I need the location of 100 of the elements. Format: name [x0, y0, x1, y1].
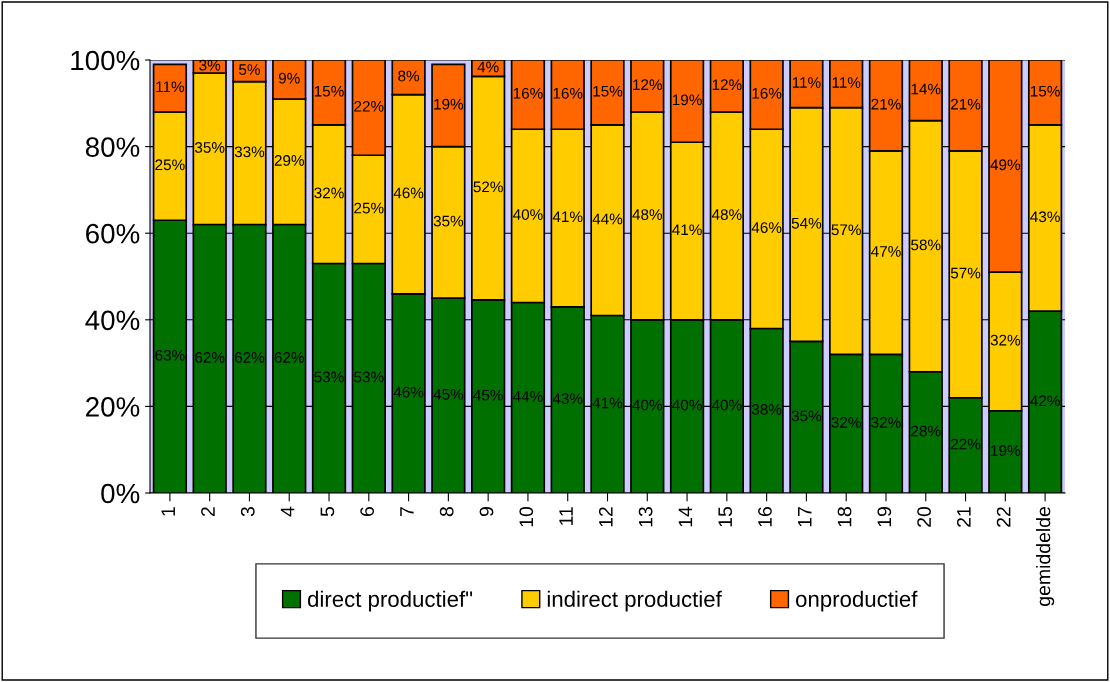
y-tick-label: 20%	[86, 397, 140, 417]
data-label: 28%	[911, 425, 941, 437]
x-tick-label: 12	[598, 507, 613, 527]
data-label: 35%	[791, 410, 822, 422]
x-tick-label: 19	[877, 507, 892, 527]
data-label: 40%	[711, 399, 742, 411]
data-label: 32%	[831, 417, 861, 428]
data-label: 15%	[593, 85, 623, 97]
data-label: 40%	[672, 399, 702, 411]
data-label: 47%	[871, 246, 901, 257]
data-label: 12%	[712, 79, 742, 91]
data-label: 11%	[832, 77, 861, 88]
data-label: 62%	[195, 352, 225, 363]
data-label: 38%	[751, 404, 782, 415]
data-label: 62%	[274, 352, 304, 363]
x-tick-label: 3	[240, 507, 255, 517]
data-label: 12%	[633, 79, 663, 91]
data-label: 40%	[513, 209, 543, 220]
data-label: 45%	[433, 388, 464, 400]
data-label: 9%	[278, 72, 300, 84]
x-tick-label: 7	[400, 507, 414, 517]
data-label: 44%	[592, 213, 623, 225]
x-tick-label: 13	[638, 507, 653, 527]
x-tick-label: 17	[798, 507, 812, 527]
x-tick-label: 20	[917, 506, 931, 527]
x-tick-label: gemiddelde	[1036, 507, 1055, 606]
y-tick-label: 0%	[101, 483, 140, 504]
data-label: 46%	[393, 187, 424, 199]
data-label: 16%	[553, 87, 583, 99]
data-label: 8%	[398, 70, 420, 82]
y-tick-label: 80%	[85, 137, 140, 157]
x-tick-label: 14	[678, 506, 693, 527]
data-label: 53%	[354, 371, 384, 383]
data-label: 46%	[751, 222, 782, 233]
data-label: 33%	[234, 146, 265, 158]
data-label: 41%	[592, 397, 623, 409]
y-tick-label: 100%	[71, 50, 140, 71]
data-label: 40%	[632, 399, 663, 411]
x-tick-label: 1	[161, 507, 175, 516]
data-label: 11%	[792, 77, 821, 88]
data-label: 57%	[831, 224, 861, 236]
data-label: 44%	[513, 391, 543, 402]
data-label: 25%	[155, 159, 185, 171]
x-tick-label: 5	[320, 507, 335, 517]
data-label: 48%	[632, 209, 663, 220]
data-label: 41%	[552, 211, 583, 223]
data-label: 19%	[991, 445, 1021, 456]
legend-label: direct productief"	[307, 590, 473, 612]
x-tick-label: 2	[201, 507, 215, 517]
x-tick-label: 10	[519, 506, 534, 527]
data-label: 22%	[951, 438, 981, 450]
data-label: 29%	[274, 155, 304, 166]
data-label: 43%	[1030, 211, 1060, 223]
data-label: 48%	[711, 209, 742, 220]
data-label: 25%	[354, 202, 384, 214]
x-tick-label: 15	[718, 507, 733, 527]
data-label: 32%	[871, 417, 901, 428]
data-label: 49%	[990, 159, 1021, 171]
x-tick-label: 6	[360, 507, 375, 517]
data-label: 19%	[434, 98, 464, 110]
data-label: 52%	[473, 181, 503, 193]
x-tick-label: 9	[479, 507, 494, 517]
data-label: 41%	[672, 224, 702, 236]
data-label: 46%	[393, 386, 424, 398]
data-label: 35%	[433, 215, 464, 227]
data-label: 32%	[990, 334, 1021, 346]
y-tick-label: 60%	[86, 223, 140, 244]
x-tick-label: 11	[559, 507, 573, 525]
data-label: 21%	[951, 98, 981, 110]
data-label: 43%	[552, 393, 583, 405]
data-label: 58%	[911, 239, 941, 251]
data-label: 22%	[354, 100, 384, 112]
legend-label: onproductief	[796, 590, 918, 612]
data-label: 15%	[314, 85, 344, 97]
data-label: 57%	[950, 267, 981, 279]
x-tick-label: 21	[956, 507, 971, 527]
data-label: 14%	[911, 83, 941, 95]
data-label: 16%	[513, 87, 543, 99]
data-label: 5%	[239, 64, 260, 75]
data-label: 19%	[672, 94, 702, 106]
x-tick-label: 18	[837, 507, 852, 527]
x-tick-label: 4	[280, 506, 295, 517]
data-label: 4%	[477, 61, 499, 73]
data-label: 42%	[1030, 395, 1060, 407]
data-label: 35%	[194, 142, 225, 153]
data-label: 15%	[1030, 85, 1060, 97]
data-label: 62%	[234, 352, 265, 363]
data-label: 16%	[752, 87, 782, 99]
data-label: 63%	[155, 349, 185, 361]
x-tick-label: 16	[758, 507, 772, 527]
x-tick-label: 22	[996, 507, 1011, 527]
data-label: 45%	[473, 389, 503, 401]
data-label: 21%	[871, 98, 901, 110]
x-tick-label: 8	[439, 507, 454, 517]
data-label: 11%	[156, 81, 185, 93]
data-label: 54%	[791, 217, 822, 229]
y-tick-label: 40%	[85, 310, 140, 331]
legend-label: indirect productief	[547, 590, 722, 612]
data-label: 3%	[199, 59, 221, 71]
data-label: 53%	[314, 371, 344, 383]
